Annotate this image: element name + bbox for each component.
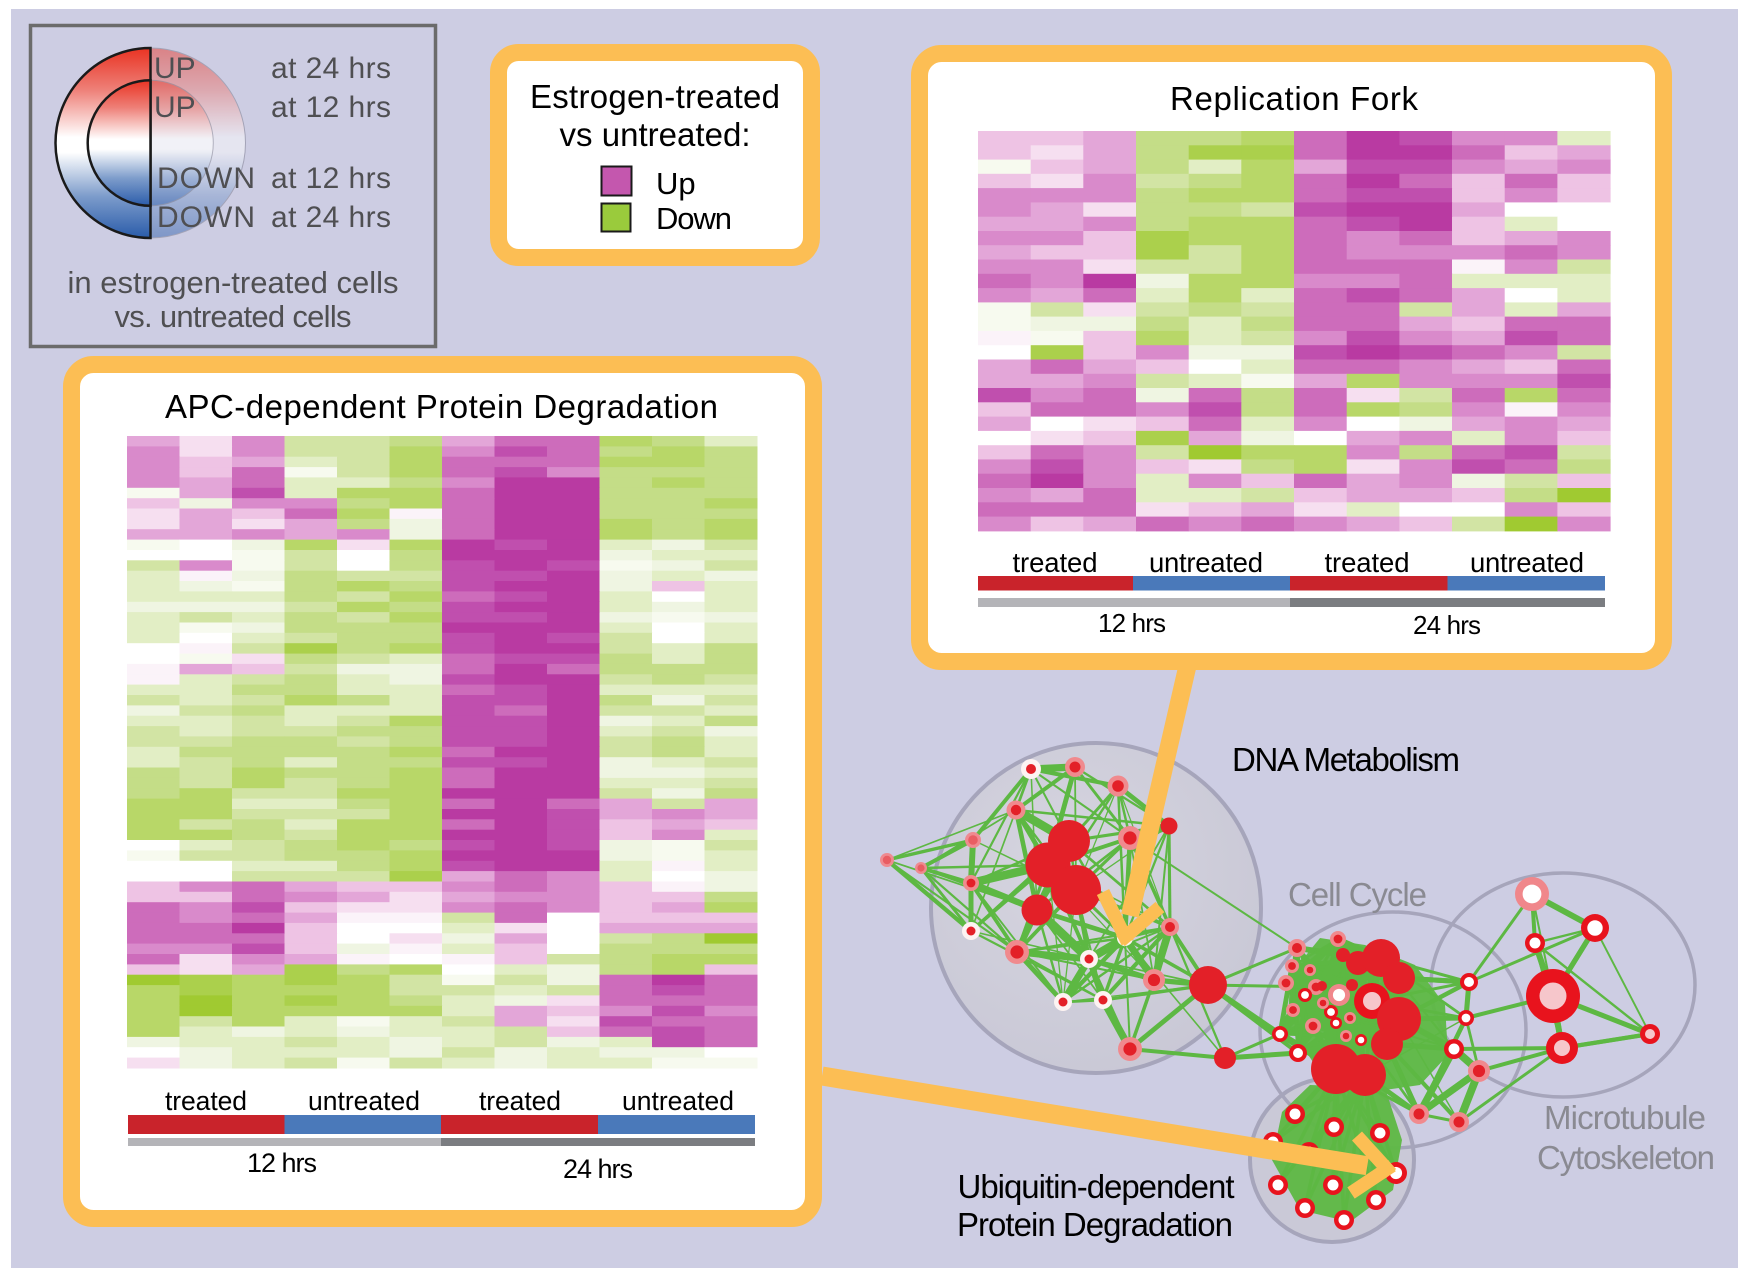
svg-text:12 hrs: 12 hrs [247, 1148, 317, 1178]
svg-text:Cytoskeleton: Cytoskeleton [1537, 1139, 1715, 1176]
svg-text:UP: UP [154, 91, 196, 124]
svg-text:untreated: untreated [308, 1086, 420, 1116]
svg-text:DNA Metabolism: DNA Metabolism [1232, 741, 1460, 778]
svg-text:Microtubule: Microtubule [1544, 1099, 1706, 1136]
svg-text:untreated: untreated [1149, 547, 1263, 578]
svg-text:treated: treated [165, 1086, 247, 1116]
svg-text:at 24 hrs: at 24 hrs [271, 201, 391, 234]
svg-text:DOWN: DOWN [157, 162, 255, 195]
svg-text:Replication Fork: Replication Fork [1170, 80, 1419, 117]
svg-text:Up: Up [656, 166, 696, 201]
svg-text:APC-dependent Protein Degradat: APC-dependent Protein Degradation [165, 388, 718, 425]
svg-text:12 hrs: 12 hrs [1098, 608, 1166, 638]
svg-text:Cell Cycle: Cell Cycle [1288, 876, 1427, 913]
svg-text:treated: treated [1325, 547, 1410, 578]
svg-text:vs. untreated cells: vs. untreated cells [115, 299, 352, 334]
svg-text:untreated: untreated [1470, 547, 1584, 578]
svg-text:Down: Down [656, 201, 732, 236]
svg-text:DOWN: DOWN [157, 201, 255, 234]
svg-text:at 12 hrs: at 12 hrs [271, 162, 391, 195]
svg-text:treated: treated [479, 1086, 561, 1116]
svg-text:UP: UP [154, 52, 196, 85]
svg-text:at 24 hrs: at 24 hrs [271, 52, 391, 85]
svg-text:at 12 hrs: at 12 hrs [271, 91, 391, 124]
svg-text:24 hrs: 24 hrs [1413, 610, 1481, 640]
svg-text:treated: treated [1013, 547, 1098, 578]
svg-text:Protein Degradation: Protein Degradation [957, 1206, 1233, 1243]
svg-text:in estrogen-treated cells: in estrogen-treated cells [68, 265, 399, 300]
svg-text:untreated: untreated [622, 1086, 734, 1116]
svg-text:Estrogen-treated: Estrogen-treated [530, 78, 780, 115]
svg-text:vs untreated:: vs untreated: [560, 116, 751, 153]
svg-text:Ubiquitin-dependent: Ubiquitin-dependent [958, 1168, 1235, 1205]
svg-text:24 hrs: 24 hrs [563, 1154, 633, 1184]
